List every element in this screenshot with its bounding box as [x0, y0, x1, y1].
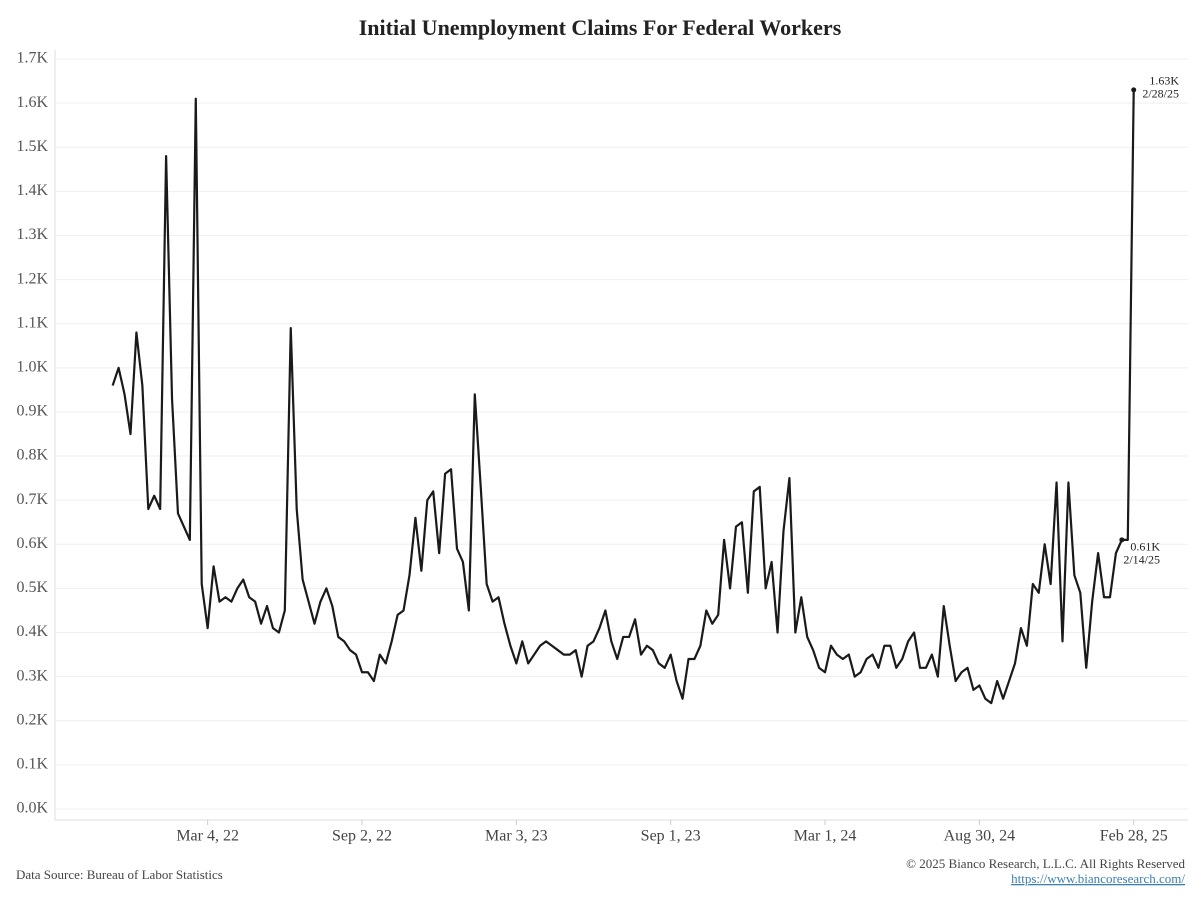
x-tick-label: Mar 3, 23 [485, 828, 548, 845]
y-tick-label: 0.3K [16, 667, 48, 684]
y-tick-label: 1.3K [16, 226, 48, 243]
annotation-date: 2/28/25 [1142, 87, 1179, 101]
y-tick-label: 1.7K [16, 50, 48, 67]
website-link[interactable]: https://www.biancoresearch.com/ [1011, 871, 1185, 886]
y-tick-label: 1.6K [16, 94, 48, 111]
y-tick-label: 0.8K [16, 447, 48, 464]
x-tick-label: Aug 30, 24 [944, 828, 1016, 845]
annotation-value: 1.63K [1149, 74, 1179, 88]
y-tick-label: 0.1K [16, 756, 48, 773]
y-tick-label: 0.4K [16, 623, 48, 640]
y-tick-label: 1.5K [16, 138, 48, 155]
y-tick-label: 0.7K [16, 491, 48, 508]
annotation-value: 0.61K [1130, 540, 1160, 554]
y-tick-label: 0.5K [16, 579, 48, 596]
y-tick-label: 0.2K [16, 711, 48, 728]
data-line [111, 89, 1135, 705]
y-tick-label: 1.4K [16, 182, 48, 199]
y-tick-label: 0.0K [16, 800, 48, 817]
x-tick-label: Feb 28, 25 [1100, 828, 1168, 845]
y-tick-label: 1.0K [16, 358, 48, 375]
annotation-date: 2/14/25 [1123, 553, 1160, 567]
x-tick-label: Mar 1, 24 [794, 828, 857, 845]
x-tick-label: Sep 2, 22 [332, 828, 392, 845]
y-tick-label: 1.2K [16, 270, 48, 287]
x-tick-label: Mar 4, 22 [176, 828, 239, 845]
copyright: © 2025 Bianco Research, L.L.C. All Right… [906, 856, 1185, 871]
y-tick-label: 0.9K [16, 403, 48, 420]
x-tick-label: Sep 1, 23 [641, 828, 701, 845]
chart-title: Initial Unemployment Claims For Federal … [359, 15, 842, 40]
source-note: Data Source: Bureau of Labor Statistics [16, 867, 223, 882]
y-tick-label: 0.6K [16, 535, 48, 552]
annotation-point [1119, 537, 1125, 543]
y-tick-label: 1.1K [16, 314, 48, 331]
annotation-point [1131, 87, 1137, 93]
